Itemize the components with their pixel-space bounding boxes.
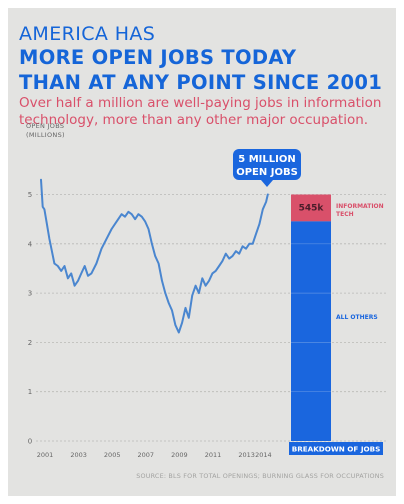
y-tick-label: 2 bbox=[28, 339, 32, 347]
y-tick-label: 5 bbox=[28, 191, 32, 199]
y-tick-label: 4 bbox=[28, 240, 33, 248]
all-others-label: ALL OTHERS bbox=[336, 314, 378, 321]
y-axis-label-line-1: OPEN JOBS bbox=[26, 122, 64, 130]
breakdown-label-background bbox=[289, 442, 383, 455]
x-tick-label: 2001 bbox=[37, 451, 54, 459]
callout-bubble bbox=[233, 149, 301, 180]
x-tick-label: 2005 bbox=[104, 451, 121, 459]
y-axis-label-line-2: (MILLIONS) bbox=[26, 131, 65, 139]
eyebrow-title: AMERICA HAS bbox=[19, 23, 156, 45]
breakdown-label: BREAKDOWN OF JOBS bbox=[292, 445, 381, 454]
bar-segment-information-tech bbox=[291, 194, 331, 222]
x-tick-label: 2014 bbox=[255, 451, 272, 459]
open-jobs-line bbox=[40, 178, 269, 334]
bar-segment-all-others bbox=[291, 221, 331, 441]
it-segment-label: INFORMATION TECH bbox=[336, 203, 384, 218]
callout-pointer bbox=[261, 180, 273, 187]
headline-line-1: MORE OPEN JOBS TODAY bbox=[19, 46, 297, 69]
y-tick-label: 3 bbox=[28, 290, 32, 298]
x-tick-label: 2009 bbox=[171, 451, 188, 459]
x-tick-label: 2007 bbox=[138, 451, 155, 459]
headline: MORE OPEN JOBS TODAY THAN AT ANY POINT S… bbox=[19, 45, 382, 95]
headline-line-2: THAN AT ANY POINT SINCE 2001 bbox=[19, 71, 383, 94]
callout-line-2: OPEN JOBS bbox=[236, 167, 298, 178]
callout-line-1: 5 MILLION bbox=[238, 154, 295, 165]
infographic-card bbox=[8, 8, 396, 496]
it-value-label: 545k bbox=[299, 204, 325, 214]
y-tick-label: 0 bbox=[28, 438, 32, 446]
x-tick-label: 2003 bbox=[70, 451, 87, 459]
x-tick-label: 2011 bbox=[205, 451, 222, 459]
subtitle: Over half a million are well-paying jobs… bbox=[19, 95, 382, 128]
y-tick-label: 1 bbox=[28, 388, 32, 396]
source-note: SOURCE: BLS FOR TOTAL OPENINGS; BURNING … bbox=[136, 472, 384, 480]
x-tick-label: 2013 bbox=[238, 451, 255, 459]
